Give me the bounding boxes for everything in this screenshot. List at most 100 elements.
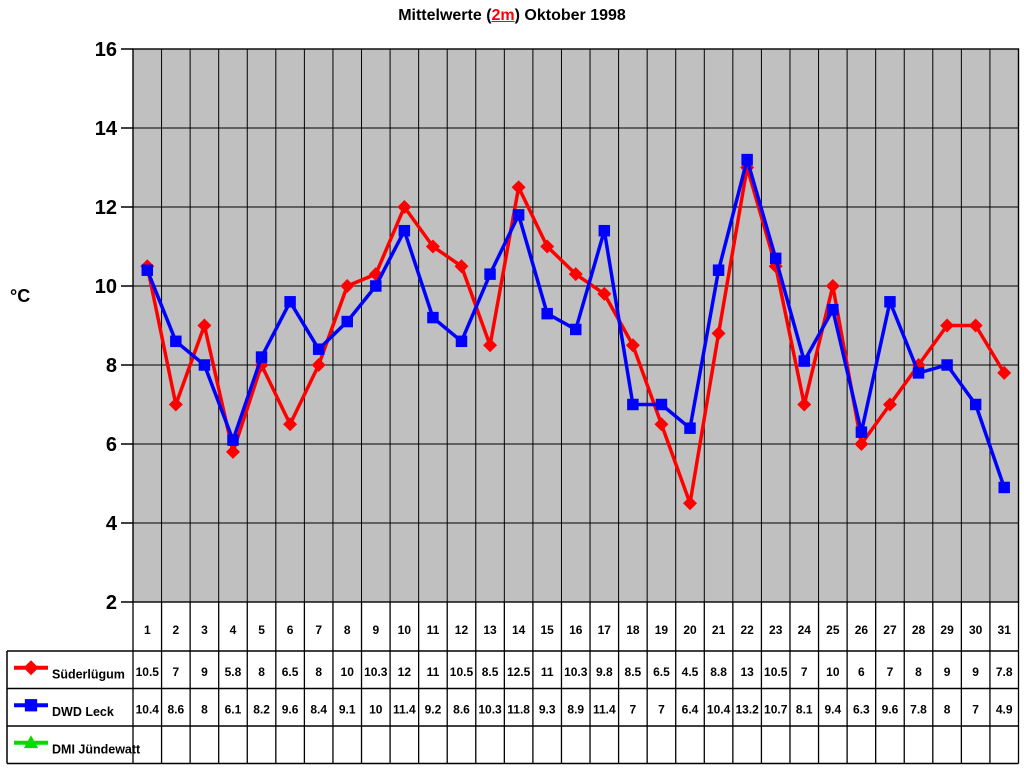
legend-marker-dwd-leck [24, 699, 38, 712]
series-marker-s-derl-gum [568, 267, 583, 282]
cell-value-s-derl-gum: 8 [915, 665, 922, 679]
x-category-label: 18 [626, 623, 640, 637]
series-marker-s-derl-gum [654, 417, 669, 432]
y-tick-label: 2 [106, 592, 117, 614]
series-marker-dwd-leck [141, 264, 154, 276]
cell-value-dwd-leck: 8.2 [253, 703, 270, 717]
cell-value-s-derl-gum: 7 [887, 665, 894, 679]
series-marker-dwd-leck [512, 209, 525, 221]
series-marker-dwd-leck [198, 359, 211, 371]
x-category-label: 8 [344, 623, 351, 637]
cell-value-dwd-leck: 7 [658, 703, 665, 717]
cell-value-s-derl-gum: 10 [341, 665, 355, 679]
cell-value-s-derl-gum: 12.5 [507, 665, 531, 679]
series-marker-s-derl-gum [997, 365, 1012, 380]
x-category-label: 22 [740, 623, 754, 637]
legend-label-dwd-leck: DWD Leck [52, 705, 114, 719]
series-marker-dwd-leck [627, 398, 639, 411]
series-marker-dwd-leck [598, 224, 611, 237]
cell-value-s-derl-gum: 10.5 [764, 665, 788, 679]
series-marker-dwd-leck [798, 355, 811, 367]
y-tick-label: 6 [106, 434, 117, 456]
cell-value-dwd-leck: 6.4 [682, 703, 699, 717]
cell-value-s-derl-gum: 7 [173, 665, 180, 679]
series-marker-dwd-leck [570, 323, 582, 336]
x-category-label: 10 [398, 623, 412, 637]
series-marker-s-derl-gum [597, 286, 612, 301]
series-marker-dwd-leck [370, 280, 382, 292]
series-marker-s-derl-gum [225, 444, 240, 459]
title-suffix: ) Oktober 1998 [514, 7, 626, 24]
series-marker-dwd-leck [541, 307, 553, 320]
cell-value-dwd-leck: 7 [630, 703, 637, 717]
series-marker-dwd-leck [884, 296, 896, 308]
series-marker-dwd-leck [769, 252, 782, 265]
series-marker-dwd-leck [398, 224, 411, 237]
cell-value-s-derl-gum: 10.5 [136, 665, 160, 679]
x-category-label: 7 [315, 623, 322, 637]
series-marker-dwd-leck [855, 426, 868, 438]
cell-value-s-derl-gum: 10.5 [450, 665, 474, 679]
cell-value-s-derl-gum: 8.5 [482, 665, 499, 679]
x-category-label: 15 [541, 623, 555, 637]
series-marker-dwd-leck [912, 367, 925, 379]
series-marker-s-derl-gum [311, 358, 326, 372]
x-category-label: 9 [372, 623, 379, 637]
cell-value-dwd-leck: 8 [944, 703, 951, 717]
x-category-label: 25 [826, 623, 840, 637]
series-marker-s-derl-gum [711, 326, 726, 341]
x-category-label: 30 [969, 623, 983, 637]
series-marker-dwd-leck [484, 268, 496, 280]
cell-value-dwd-leck: 4.9 [996, 703, 1013, 717]
series-marker-dwd-leck [684, 422, 696, 434]
x-category-label: 17 [598, 623, 612, 637]
x-category-label: 16 [569, 623, 583, 637]
series-marker-s-derl-gum [340, 279, 355, 293]
cell-value-dwd-leck: 10.3 [478, 703, 502, 717]
series-marker-dwd-leck [255, 351, 268, 363]
x-category-label: 26 [855, 623, 869, 637]
y-tick-label: 8 [106, 355, 117, 377]
x-category-label: 3 [201, 623, 208, 637]
series-marker-dwd-leck [998, 481, 1010, 494]
cell-value-dwd-leck: 8.6 [453, 703, 470, 717]
title-2m-link[interactable]: 2m [491, 7, 515, 24]
cell-value-s-derl-gum: 6 [858, 665, 865, 679]
x-category-label: 13 [483, 623, 497, 637]
cell-value-s-derl-gum: 4.5 [682, 665, 699, 679]
x-category-label: 27 [883, 623, 897, 637]
chart-title: Mittelwerte (2m) Oktober 1998 [0, 7, 1024, 25]
cell-value-dwd-leck: 9.4 [824, 703, 841, 717]
cell-value-dwd-leck: 10.4 [136, 703, 160, 717]
x-category-label: 31 [998, 623, 1012, 637]
cell-value-dwd-leck: 10.4 [707, 703, 731, 717]
cell-value-dwd-leck: 8.6 [168, 703, 185, 717]
series-marker-s-derl-gum [825, 279, 840, 293]
x-category-label: 12 [455, 623, 469, 637]
cell-value-dwd-leck: 11.8 [507, 703, 530, 717]
cell-value-dwd-leck: 8.4 [310, 703, 327, 717]
cell-value-s-derl-gum: 9 [201, 665, 208, 679]
series-marker-s-derl-gum [511, 180, 526, 195]
cell-value-s-derl-gum: 10.3 [364, 665, 388, 679]
legend-marker-s-derl-gum [23, 660, 39, 676]
series-marker-s-derl-gum [397, 200, 412, 214]
cell-value-s-derl-gum: 6.5 [653, 665, 670, 679]
x-category-label: 20 [683, 623, 697, 637]
x-category-label: 28 [912, 623, 926, 637]
cell-value-s-derl-gum: 10.3 [564, 665, 588, 679]
series-marker-dwd-leck [284, 296, 296, 308]
cell-value-s-derl-gum: 7 [801, 665, 808, 679]
x-category-label: 14 [512, 623, 526, 637]
cell-value-s-derl-gum: 11 [427, 665, 440, 679]
series-marker-dwd-leck [655, 398, 668, 411]
cell-value-dwd-leck: 11.4 [593, 703, 616, 717]
cell-value-dwd-leck: 8 [201, 703, 208, 717]
cell-value-s-derl-gum: 12 [398, 665, 412, 679]
cell-value-s-derl-gum: 6.5 [282, 665, 299, 679]
cell-value-s-derl-gum: 5.8 [225, 665, 242, 679]
cell-value-s-derl-gum: 8.8 [710, 665, 727, 679]
series-marker-s-derl-gum [425, 239, 440, 254]
series-marker-s-derl-gum [968, 318, 983, 333]
